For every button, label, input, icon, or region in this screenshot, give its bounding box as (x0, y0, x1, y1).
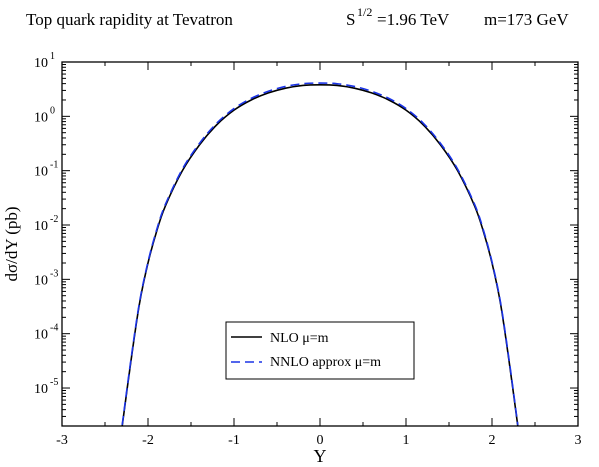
x-tick-label: -1 (228, 433, 240, 448)
x-tick-label: 1 (403, 433, 410, 448)
y-tick-label-exp: -2 (50, 214, 58, 225)
legend-label-nlo: NLO μ=m (270, 331, 329, 346)
y-tick-label-base: 10 (34, 165, 48, 180)
chart-title: Top quark rapidity at Tevatron S 1/2 =1.… (26, 5, 569, 29)
x-tick-label: 0 (317, 433, 324, 448)
x-tick-label: -3 (56, 433, 68, 448)
x-axis-ticks: -3 -2 -1 0 1 2 3 (56, 62, 582, 448)
title-energy-prefix: S (346, 10, 355, 29)
x-axis-label: Y (314, 446, 327, 466)
y-axis-label: dσ/dY (pb) (2, 206, 21, 281)
title-energy-exp: 1/2 (357, 5, 372, 19)
y-tick-label-exp: -5 (50, 377, 58, 388)
y-tick-label-base: 10 (34, 328, 48, 343)
y-tick-label-exp: 0 (50, 105, 55, 116)
y-tick-label-exp: 1 (50, 51, 55, 62)
x-tick-label: 2 (489, 433, 496, 448)
legend-label-nnlo: NNLO approx μ=m (270, 355, 381, 370)
y-tick-label-exp: -4 (50, 323, 58, 334)
title-main: Top quark rapidity at Tevatron (26, 10, 233, 29)
y-tick-label-exp: -1 (50, 160, 58, 171)
series-layer (121, 82, 519, 426)
title-mass: m=173 GeV (484, 10, 569, 29)
y-tick-label-base: 10 (34, 56, 48, 71)
series-line-nnlo (121, 82, 519, 425)
y-tick-label-base: 10 (34, 273, 48, 288)
title-energy-value: =1.96 TeV (377, 10, 450, 29)
y-tick-label-exp: -3 (50, 268, 58, 279)
x-tick-label: 3 (575, 433, 582, 448)
y-tick-label-base: 10 (34, 110, 48, 125)
legend: NLO μ=m NNLO approx μ=m (225, 321, 415, 380)
legend-box (225, 321, 415, 380)
x-tick-label: -2 (142, 433, 154, 448)
y-tick-label-base: 10 (34, 382, 48, 397)
y-tick-label-base: 10 (34, 219, 48, 234)
